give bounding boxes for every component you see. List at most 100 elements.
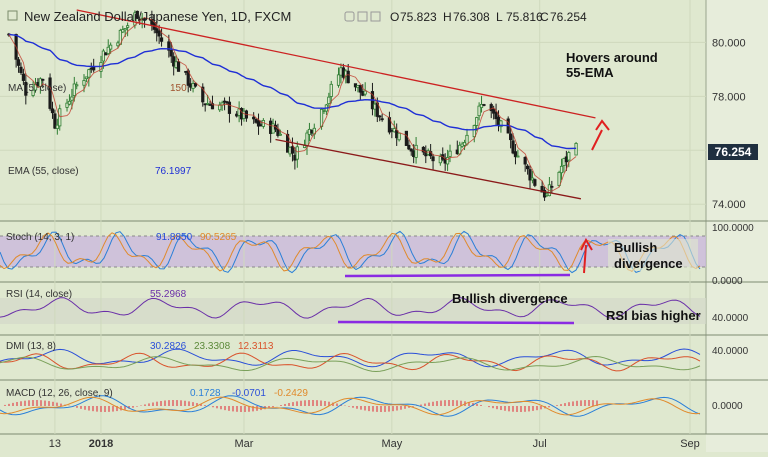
macd-hist-bar [136, 406, 138, 407]
dmi-axis: 40.0000 [712, 346, 749, 357]
macd-hist-bar [88, 406, 90, 411]
macd-hist-bar [396, 406, 398, 411]
macd-hist-bar [492, 406, 494, 408]
candle-body [20, 67, 22, 72]
candle-body [328, 97, 330, 103]
candle-body [59, 109, 61, 126]
macd-hist-bar [56, 403, 58, 406]
candle-body [88, 70, 90, 77]
candle-body [51, 109, 53, 113]
macd-hist-bar [284, 404, 286, 406]
macd-hist-value: -0.2429 [274, 388, 308, 399]
rsi-legend[interactable]: RSI (14, close) [6, 289, 72, 300]
macd-hist-bar [440, 401, 442, 406]
rsi-axis: 40.0000 [712, 313, 749, 324]
macd-hist-bar [524, 406, 526, 412]
open-value: 75.823 [400, 10, 437, 24]
macd-hist-bar [532, 406, 534, 411]
candle-body [306, 133, 308, 146]
macd-hist-bar [584, 400, 586, 406]
candle-body [320, 109, 322, 126]
candle-body [509, 134, 511, 140]
candle-body [364, 91, 366, 94]
price-tick-label: 80.000 [712, 37, 746, 49]
macd-hist-bar [588, 400, 590, 406]
candle-body [524, 157, 526, 164]
last-price-text: 76.254 [715, 145, 752, 159]
annotation-hover-line2: 55-EMA [566, 65, 614, 80]
macd-hist-bar [452, 400, 454, 406]
stoch-legend[interactable]: Stoch (14, 3, 1) [6, 232, 74, 243]
macd-hist-bar [324, 401, 326, 406]
macd-hist-bar [164, 400, 166, 406]
ma-legend[interactable]: MA (5, close) [8, 83, 66, 94]
macd-hist-bar [528, 406, 530, 411]
macd-hist-bar [400, 406, 402, 410]
macd-hist-bar [76, 406, 78, 408]
dmi-legend[interactable]: DMI (13, 8) [6, 341, 56, 352]
candle-body [449, 151, 451, 156]
candle-body [228, 102, 230, 113]
ma-value: 150 [170, 83, 187, 94]
candle-body [558, 172, 560, 185]
macd-hist-bar [488, 406, 490, 407]
rsi-divergence-line [338, 322, 574, 323]
macd-hist-bar [404, 406, 406, 409]
candle-body [68, 101, 70, 104]
macd-hist-bar [548, 406, 550, 407]
stoch-axis-top: 100.0000 [712, 223, 754, 234]
macd-hist-bar [508, 406, 510, 411]
macd-hist-bar [320, 400, 322, 406]
dmi-value-plus: 30.2826 [150, 341, 187, 352]
candle-body [17, 60, 19, 66]
ema-legend[interactable]: EMA (55, close) [8, 166, 79, 177]
macd-hist-bar [80, 406, 82, 409]
macd-hist-bar [360, 406, 362, 410]
candle-body [575, 143, 577, 155]
time-tick-label: Jul [533, 438, 547, 450]
price-tick-label: 78.000 [712, 91, 746, 103]
macd-hist-bar [428, 403, 430, 406]
macd-hist-bar [148, 403, 150, 406]
macd-hist-bar [280, 405, 282, 406]
macd-hist-bar [372, 406, 374, 412]
macd-legend[interactable]: MACD (12, 26, close, 9) [6, 388, 113, 399]
candle-body [279, 134, 281, 135]
macd-hist-bar [296, 401, 298, 406]
candle-body [379, 116, 381, 117]
macd-hist-bar [424, 404, 426, 406]
macd-hist-bar [192, 402, 194, 406]
macd-hist-bar [40, 400, 42, 406]
macd-hist-bar [104, 406, 106, 412]
macd-hist-bar [96, 406, 98, 412]
macd-hist-bar [240, 406, 242, 412]
candle-body [291, 147, 293, 154]
time-tick-label: 13 [49, 438, 61, 450]
candle-body [22, 74, 24, 81]
low-value: 75.816 [506, 10, 543, 24]
candle-body [296, 147, 298, 159]
macd-hist-bar [112, 406, 114, 412]
candle-body [526, 166, 528, 169]
macd-hist-bar [152, 402, 154, 406]
candle-body [415, 145, 417, 157]
macd-hist-bar [572, 401, 574, 406]
macd-hist-bar [476, 404, 478, 406]
macd-hist-bar [364, 406, 366, 410]
stoch-divergence-line [345, 275, 570, 276]
macd-hist-bar [184, 401, 186, 406]
macd-hist-bar [236, 406, 238, 412]
macd-hist-bar [188, 401, 190, 406]
high-label: H [443, 10, 452, 24]
time-tick-label: Sep [680, 438, 700, 450]
candle-body [347, 71, 349, 83]
symbol-title[interactable]: New Zealand Dollar/Japanese Yen, 1D, FXC… [24, 9, 291, 24]
macd-hist-bar [12, 403, 14, 406]
macd-hist-bar [376, 406, 378, 412]
candle-body [252, 117, 254, 119]
macd-hist-bar [352, 406, 354, 408]
macd-hist-bar [160, 401, 162, 406]
macd-hist-bar [368, 406, 370, 411]
macd-hist-bar [444, 400, 446, 406]
